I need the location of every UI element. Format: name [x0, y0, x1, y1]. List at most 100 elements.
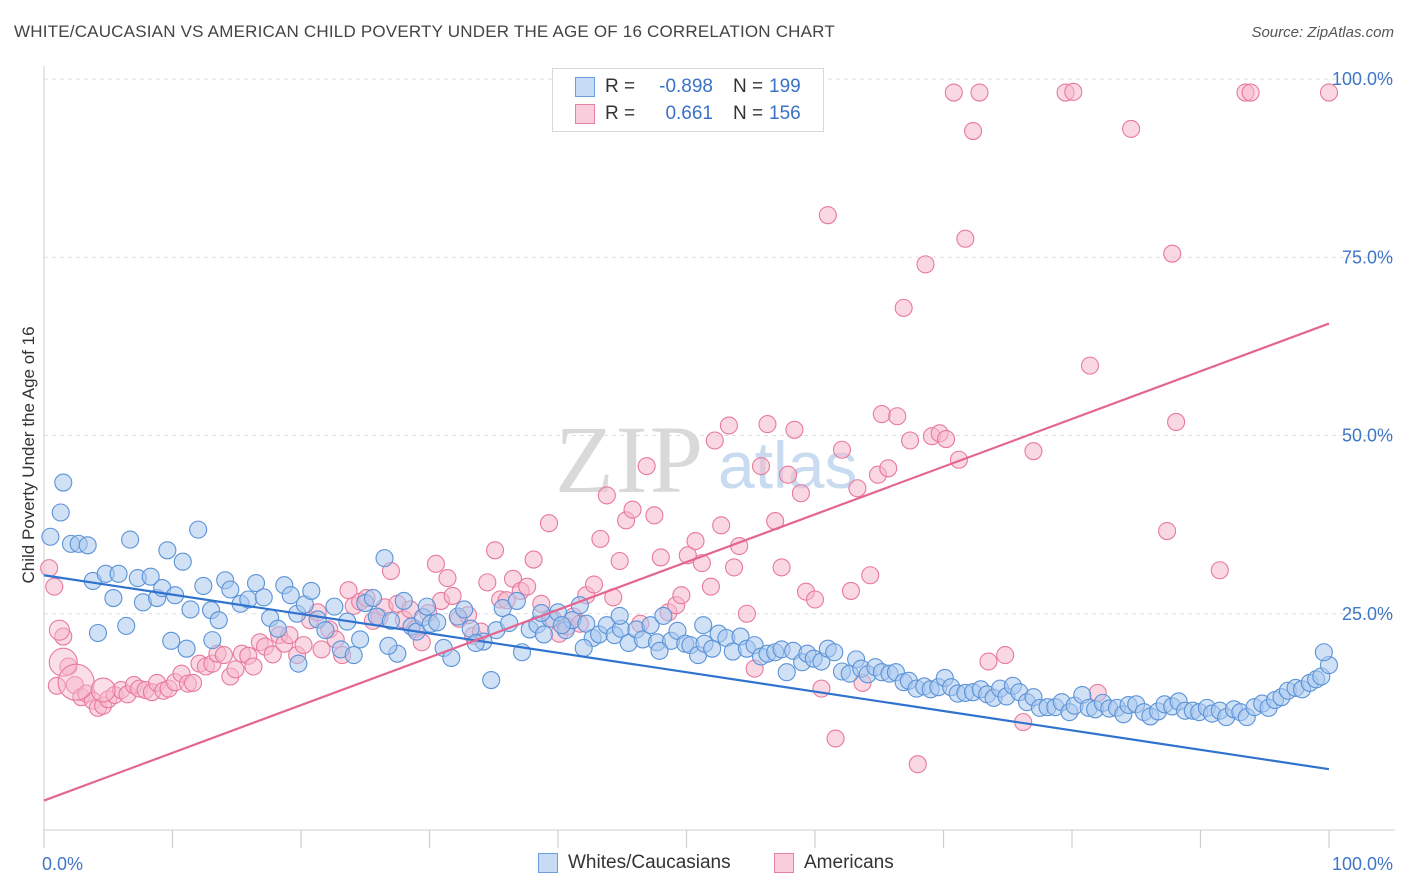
americans-point: [751, 457, 771, 476]
whites-point: [221, 580, 240, 599]
americans-point: [623, 500, 642, 519]
americans-point: [672, 586, 691, 605]
americans-point: [841, 581, 861, 600]
americans-point: [805, 590, 825, 609]
americans-point: [724, 558, 744, 577]
x-tick-label-min: 0.0%: [42, 854, 83, 874]
americans-point: [426, 554, 445, 573]
americans-point: [1319, 83, 1339, 102]
americans-point: [54, 627, 73, 646]
whites-point: [825, 643, 844, 662]
r-label: R =: [605, 103, 636, 124]
whites-point: [194, 576, 213, 595]
americans-point: [937, 430, 956, 449]
whites-point: [203, 631, 222, 650]
whites-point: [254, 588, 273, 607]
americans-point: [1210, 561, 1229, 580]
americans-point: [1080, 356, 1100, 375]
americans-point: [45, 577, 64, 596]
americans-legend-swatch: [774, 853, 794, 873]
whites-legend-swatch: [538, 853, 558, 873]
watermark-atlas: atlas: [718, 428, 857, 502]
legend-item-americans[interactable]: Americans: [774, 852, 894, 874]
americans-point: [818, 206, 837, 225]
r-value-whites: -0.898: [659, 76, 713, 97]
whites-point: [534, 625, 553, 644]
n-label: N =: [733, 103, 764, 124]
americans-point: [40, 559, 59, 578]
whites-point: [88, 623, 108, 643]
americans-point-cluster: [57, 663, 95, 701]
y-axis-label: Child Poverty Under the Age of 16: [19, 326, 38, 584]
watermark-zip: ZIP: [555, 406, 705, 513]
whites-trend-line: [43, 574, 1330, 771]
americans-point: [826, 729, 845, 748]
whites-point: [641, 616, 660, 635]
whites-point: [455, 600, 474, 619]
americans-point: [1122, 119, 1141, 138]
americans-point: [737, 604, 756, 623]
whites-point: [777, 663, 796, 682]
watermark: ZIP atlas: [555, 406, 857, 513]
whites-point: [1314, 643, 1333, 662]
whites-point: [694, 616, 713, 635]
americans-point: [294, 636, 313, 655]
whites-point: [417, 597, 436, 616]
americans-point: [894, 298, 913, 317]
whites-point: [189, 520, 208, 539]
americans-point: [651, 548, 670, 567]
legend-item-whites[interactable]: Whites/Caucasians: [538, 852, 731, 874]
americans-point: [244, 657, 263, 676]
whites-point: [507, 591, 526, 610]
americans-point: [791, 484, 810, 503]
whites-point: [117, 616, 136, 635]
whites-point: [351, 630, 370, 649]
x-tick-label-max: 100.0%: [1332, 854, 1393, 874]
whites-point: [375, 549, 394, 568]
whites-point: [268, 619, 287, 638]
y-tick-label: 50.0%: [1342, 426, 1393, 446]
americans-point: [226, 660, 245, 679]
whites-point: [394, 591, 413, 610]
y-tick-label: 75.0%: [1342, 247, 1393, 267]
whites-point: [104, 589, 123, 608]
americans-point: [597, 486, 616, 505]
whites-points: [41, 473, 1339, 727]
whites-point: [493, 598, 512, 618]
americans-point: [712, 516, 731, 535]
whites-point: [158, 541, 177, 560]
americans-point: [518, 577, 537, 596]
americans-point: [214, 646, 233, 665]
americans-point: [438, 569, 457, 588]
americans-point: [872, 405, 891, 424]
n-value-americans: 156: [769, 103, 801, 124]
whites-point: [428, 613, 447, 632]
americans-point-cluster: [48, 619, 70, 641]
americans-point: [916, 255, 935, 274]
n-label: N =: [733, 76, 764, 97]
americans-point: [848, 479, 867, 498]
americans-point: [901, 431, 920, 450]
americans-point: [1241, 83, 1260, 102]
americans-trend-line: [43, 322, 1330, 802]
correlation-legend: R = -0.898 N = 199 R = 0.661 N = 156: [552, 68, 824, 132]
whites-point: [51, 503, 70, 522]
source-label: Source: ZipAtlas.com: [1251, 24, 1394, 41]
americans-point: [610, 551, 629, 571]
whites-point: [482, 671, 501, 690]
americans-point: [478, 573, 497, 592]
whites-point: [181, 600, 200, 619]
americans-point: [701, 577, 720, 596]
whites-point: [109, 564, 128, 583]
whites-point: [344, 646, 363, 665]
whites-point: [162, 631, 181, 650]
americans-legend-label: Americans: [804, 852, 894, 873]
americans-point: [964, 121, 983, 141]
americans-point: [944, 83, 963, 102]
chart-title: WHITE/CAUCASIAN VS AMERICAN CHILD POVERT…: [14, 22, 835, 41]
americans-point: [1163, 244, 1182, 263]
americans-point: [1064, 82, 1083, 101]
whites-point: [325, 597, 344, 616]
whites-point: [381, 611, 401, 630]
americans-point: [996, 646, 1015, 665]
